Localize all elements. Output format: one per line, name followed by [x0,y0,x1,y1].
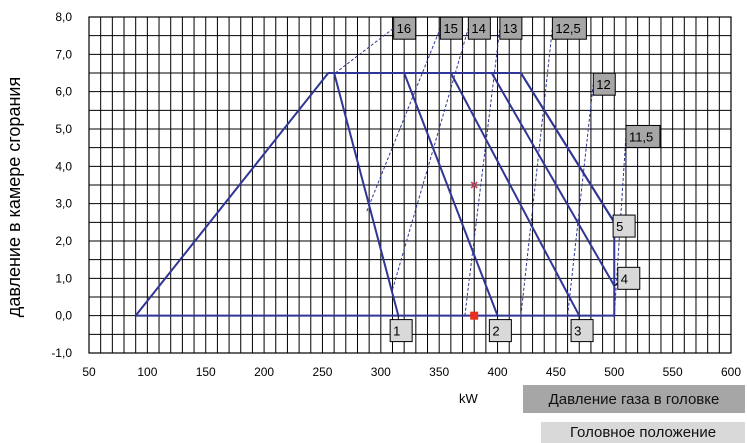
head-position-label: 13 [499,16,523,40]
curve-label: 3 [570,319,594,343]
y-tick-label: 1,0 [55,271,72,285]
legend-head-position-label: Головное положение [569,424,717,441]
pressure-curve-2 [403,72,499,317]
x-tick-label: 550 [663,365,683,379]
head-position-label-text: 13 [503,21,517,36]
curve-label-text: 1 [393,324,400,339]
head-position-line [464,28,501,316]
pressure-curve-5 [520,72,616,223]
head-position-label-text: 14 [471,21,485,36]
x-tick-label: 200 [254,365,274,379]
x-tick-label: 400 [488,365,508,379]
head-position-label-box [499,16,523,40]
marker-cross [470,181,478,189]
curve-label-box [488,319,512,343]
curve-label-box [617,266,641,290]
y-tick-label: 5,0 [55,122,72,136]
y-axis-title: давление в камере сгорания [4,77,24,317]
head-position-label-text: 16 [397,21,411,36]
head-position-label-box [467,16,491,40]
curve-label-text: 2 [492,324,499,339]
curve-label: 2 [488,319,512,343]
marker-square [470,311,479,320]
head-position-line [520,28,553,316]
y-tick-label: 6,0 [55,85,72,99]
head-position-label: 12,5 [551,16,587,40]
head-position-line [392,28,469,290]
pressure-curve-4 [490,72,616,287]
head-position-line [366,28,441,212]
pressure-curve-1 [333,72,400,316]
curve-label-text: 3 [574,324,581,339]
curve-label-box [389,319,413,343]
y-tick-label: 7,0 [55,47,72,61]
y-tick-label: 4,0 [55,159,72,173]
curve-label-text: 4 [621,271,628,286]
head-position-label: 14 [467,16,491,40]
curve-label-box [570,319,594,343]
x-tick-label: 450 [546,365,566,379]
head-position-label-box [551,16,587,40]
x-tick-label: 100 [137,365,157,379]
head-position-line [567,84,594,316]
x-tick-label: 600 [721,365,741,379]
y-tick-label: 8,0 [55,10,72,24]
head-position-label: 12 [592,72,616,96]
x-tick-label: 150 [196,365,216,379]
marker-cross-stroke [470,181,478,189]
pressure-curve-3 [449,72,581,317]
y-tick-label: 0,0 [55,309,72,323]
head-position-label-box [625,124,661,148]
head-position-label-text: 12 [596,77,610,92]
x-tick-label: 250 [312,365,332,379]
head-position-label: 11,5 [625,124,661,148]
curve-label: 1 [389,319,413,343]
curve-label: 4 [617,266,641,290]
curve-label-text: 5 [616,219,623,234]
curve-label: 5 [612,214,636,238]
x-tick-label: 350 [429,365,449,379]
legend-gas-pressure-label: Давление газа в головке [548,390,720,408]
y-tick-label: -1,0 [51,346,72,360]
x-axis-title: kW [459,391,479,406]
x-tick-label: 300 [371,365,391,379]
head-position-label: 15 [439,16,463,40]
head-position-label-text: 12,5 [555,21,580,36]
head-position-label-text: 11,5 [629,129,653,144]
x-tick-label: 500 [604,365,624,379]
grid [88,16,732,354]
y-tick-label: 3,0 [55,197,72,211]
legend-gas-pressure: Давление газа в головке [523,385,745,413]
head-position-label: 16 [393,16,417,40]
head-position-line [334,27,394,74]
head-position-label-box [592,72,616,96]
head-position-label-box [393,16,417,40]
legend-head-position: Головное положение [541,422,745,443]
head-position-label-text: 15 [443,21,457,36]
curve-label-box [612,214,636,238]
x-tick-label: 50 [82,365,96,379]
head-position-label-box [439,16,463,40]
y-tick-label: 2,0 [55,234,72,248]
